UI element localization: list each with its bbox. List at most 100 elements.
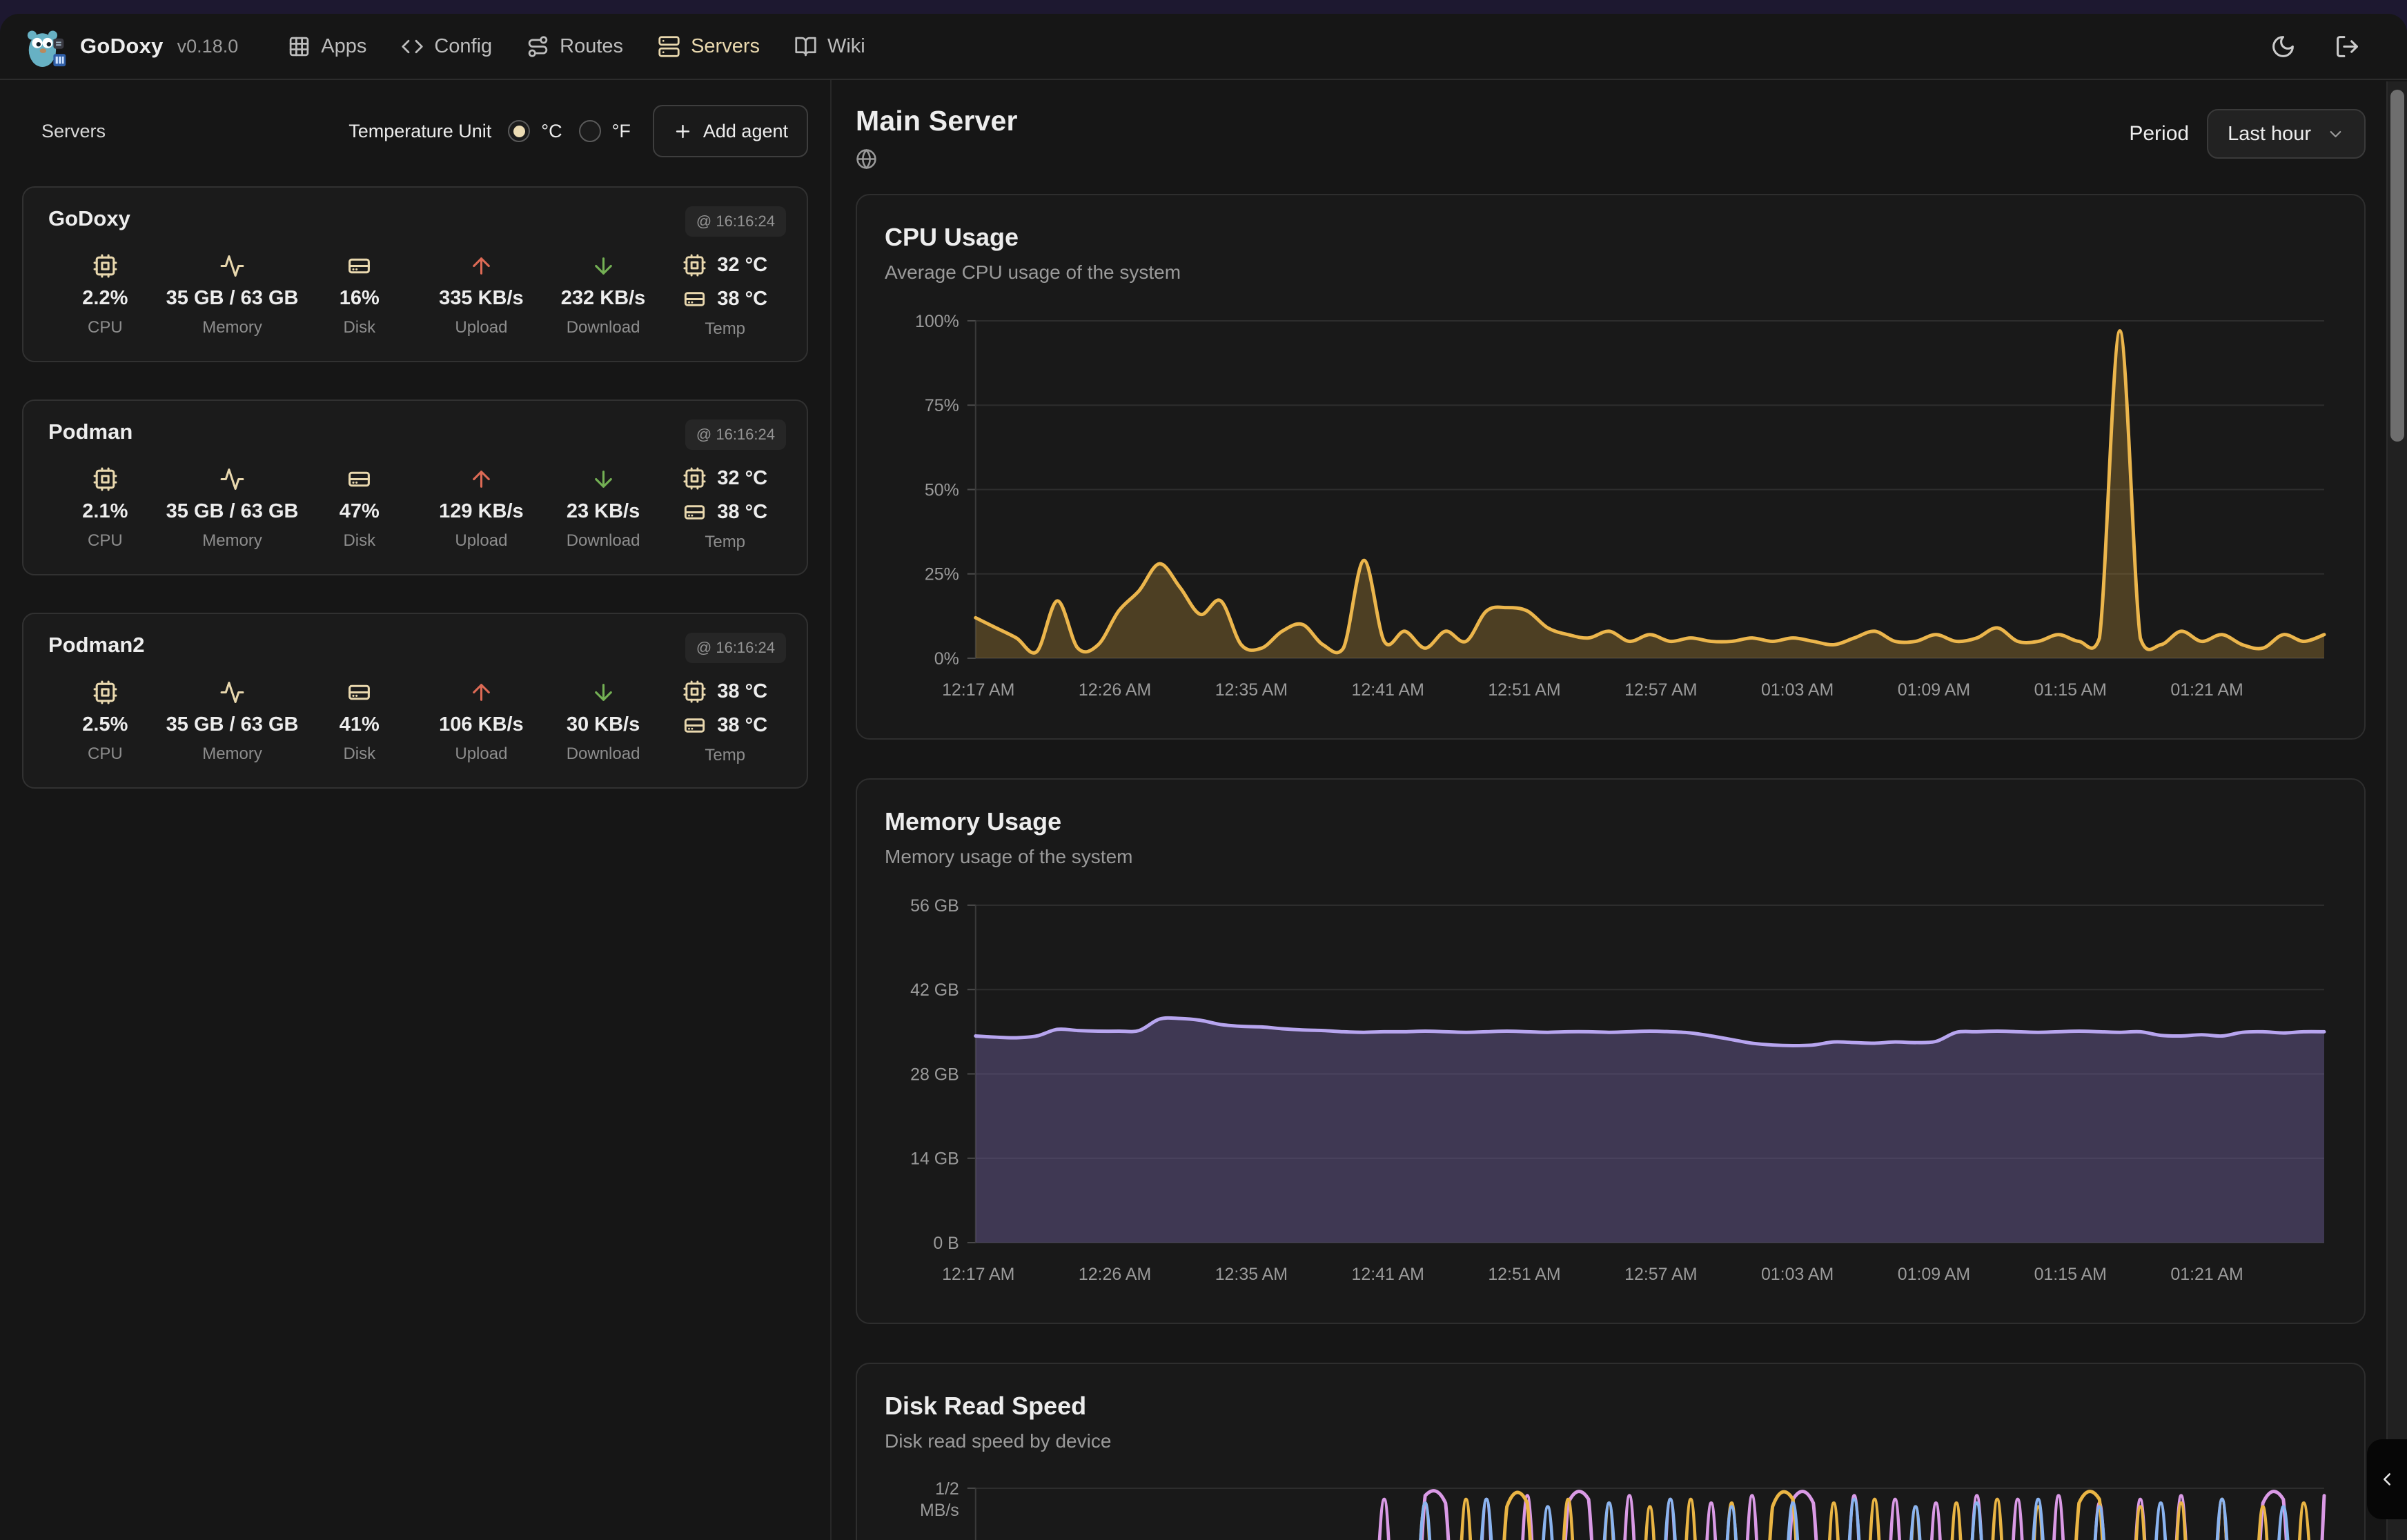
- server-name: GoDoxy: [44, 206, 130, 231]
- card-header: Podman @ 16:16:24: [44, 419, 786, 450]
- nav-label: Routes: [560, 35, 623, 58]
- disk-read-speed-card: Disk Read Speed Disk read speed by devic…: [856, 1363, 2366, 1540]
- version-label: v0.18.0: [177, 36, 239, 57]
- nav-item-routes[interactable]: Routes: [527, 35, 623, 58]
- cpu-value: 2.2%: [82, 287, 128, 310]
- cpu-temp-row: 32 °C: [682, 466, 767, 491]
- fahrenheit-radio[interactable]: [579, 120, 601, 142]
- nav-item-apps[interactable]: Apps: [288, 35, 366, 58]
- disk-temp-value: 38 °C: [717, 501, 767, 524]
- svg-text:01:15 AM: 01:15 AM: [2034, 680, 2107, 700]
- cpu-icon: [92, 253, 118, 279]
- cpu-temp-row: 32 °C: [682, 253, 767, 277]
- period-label: Period: [2129, 122, 2189, 146]
- upload-label: Upload: [455, 531, 507, 551]
- logout-button[interactable]: [2335, 34, 2360, 59]
- disk-value: 16%: [340, 287, 380, 310]
- server-card-podman2[interactable]: Podman2 @ 16:16:24 2.5% CPU 35 GB / 63 G…: [22, 613, 808, 789]
- hard-drive-icon: [346, 680, 372, 705]
- svg-text:12:35 AM: 12:35 AM: [1215, 1265, 1288, 1284]
- memory-value: 35 GB / 63 GB: [166, 713, 299, 736]
- add-agent-button[interactable]: Add agent: [653, 105, 808, 157]
- stat-memory: 35 GB / 63 GB Memory: [166, 253, 299, 339]
- cpu-label: CPU: [88, 531, 123, 551]
- upload-value: 335 KB/s: [439, 287, 524, 310]
- nav-item-wiki[interactable]: Wiki: [794, 35, 865, 58]
- svg-text:12:57 AM: 12:57 AM: [1624, 680, 1697, 700]
- svg-text:12:41 AM: 12:41 AM: [1352, 1265, 1424, 1284]
- godoxy-logo: [26, 24, 68, 68]
- theme-toggle-button[interactable]: [2270, 34, 2296, 59]
- svg-text:01:09 AM: 01:09 AM: [1898, 680, 1970, 700]
- arrow-down-icon: [591, 680, 616, 705]
- main-nav: Apps Config Routes Servers Wiki: [288, 35, 865, 58]
- svg-text:12:17 AM: 12:17 AM: [942, 1265, 1014, 1284]
- disk-read-speed-chart: 1/2MB/s: [885, 1472, 2337, 1540]
- server-timestamp: @ 16:16:24: [685, 206, 786, 237]
- period-select[interactable]: Last hour: [2207, 109, 2366, 159]
- chart-title: Memory Usage: [885, 807, 2337, 836]
- navbar: GoDoxy v0.18.0 Apps Config Routes Server…: [0, 14, 2407, 80]
- servers-icon: [658, 35, 680, 58]
- stat-memory: 35 GB / 63 GB Memory: [166, 466, 299, 552]
- period-value: Last hour: [2228, 123, 2311, 146]
- panel-collapse-tab[interactable]: [2367, 1439, 2407, 1519]
- stat-disk: 16% Disk: [298, 253, 420, 339]
- server-card-podman[interactable]: Podman @ 16:16:24 2.1% CPU 35 GB / 63 GB…: [22, 399, 808, 575]
- temp-label: Temp: [705, 319, 745, 339]
- stat-memory: 35 GB / 63 GB Memory: [166, 680, 299, 765]
- disk-temp-row: 38 °C: [682, 500, 767, 524]
- logout-icon: [2335, 34, 2360, 59]
- svg-text:12:51 AM: 12:51 AM: [1488, 1265, 1560, 1284]
- arrow-down-icon: [591, 466, 616, 492]
- chart-subtitle: Average CPU usage of the system: [885, 261, 2337, 284]
- server-card-godoxy[interactable]: GoDoxy @ 16:16:24 2.2% CPU 35 GB / 63 GB…: [22, 186, 808, 362]
- svg-text:12:57 AM: 12:57 AM: [1624, 1265, 1697, 1284]
- nav-item-config[interactable]: Config: [401, 35, 492, 58]
- cpu-value: 2.5%: [82, 713, 128, 736]
- vertical-scrollbar[interactable]: [2386, 81, 2407, 1540]
- cpu-value: 2.1%: [82, 500, 128, 523]
- download-value: 30 KB/s: [567, 713, 640, 736]
- svg-text:100%: 100%: [915, 312, 959, 331]
- celsius-label[interactable]: °C: [541, 121, 562, 142]
- stat-cpu: 2.2% CPU: [44, 253, 166, 339]
- download-label: Download: [567, 531, 640, 551]
- scrollbar-thumb[interactable]: [2390, 90, 2404, 442]
- temp-label: Temp: [705, 746, 745, 765]
- globe-icon[interactable]: [856, 148, 877, 170]
- cpu-icon: [92, 466, 118, 492]
- memory-value: 35 GB / 63 GB: [166, 287, 299, 310]
- svg-text:01:15 AM: 01:15 AM: [2034, 1265, 2107, 1284]
- fahrenheit-label[interactable]: °F: [612, 121, 631, 142]
- temp-label: Temp: [705, 533, 745, 552]
- cpu-icon: [92, 680, 118, 705]
- server-detail-panel: Main Server Period Last hour CPU Usage A…: [832, 80, 2407, 1540]
- chart-title: CPU Usage: [885, 223, 2337, 252]
- stat-temp: 32 °C 38 °C Temp: [664, 253, 786, 339]
- disk-temp-value: 38 °C: [717, 288, 767, 310]
- stat-temp: 32 °C 38 °C Temp: [664, 466, 786, 552]
- content-area: Servers Temperature Unit °C °F Add agent…: [0, 80, 2407, 1540]
- grid-icon: [288, 35, 311, 58]
- nav-item-servers[interactable]: Servers: [658, 35, 760, 58]
- disk-value: 47%: [340, 500, 380, 523]
- memory-usage-card: Memory Usage Memory usage of the system …: [856, 778, 2366, 1324]
- sidebar-title: Servers: [22, 121, 106, 142]
- celsius-radio[interactable]: [508, 120, 530, 142]
- stat-upload: 335 KB/s Upload: [420, 253, 542, 339]
- arrow-up-icon: [469, 253, 494, 279]
- server-timestamp: @ 16:16:24: [685, 419, 786, 450]
- cpu-temp-value: 32 °C: [717, 254, 767, 277]
- activity-icon: [219, 253, 245, 279]
- activity-icon: [219, 680, 245, 705]
- svg-text:12:26 AM: 12:26 AM: [1079, 680, 1151, 700]
- memory-label: Memory: [202, 318, 262, 337]
- svg-text:14 GB: 14 GB: [910, 1149, 959, 1169]
- nav-label: Config: [434, 35, 492, 58]
- svg-text:42 GB: 42 GB: [910, 980, 959, 1000]
- memory-label: Memory: [202, 744, 262, 764]
- svg-text:01:03 AM: 01:03 AM: [1761, 680, 1834, 700]
- main-header: Main Server Period Last hour: [856, 105, 2366, 173]
- server-stats: 2.1% CPU 35 GB / 63 GB Memory 47% Disk: [44, 466, 786, 552]
